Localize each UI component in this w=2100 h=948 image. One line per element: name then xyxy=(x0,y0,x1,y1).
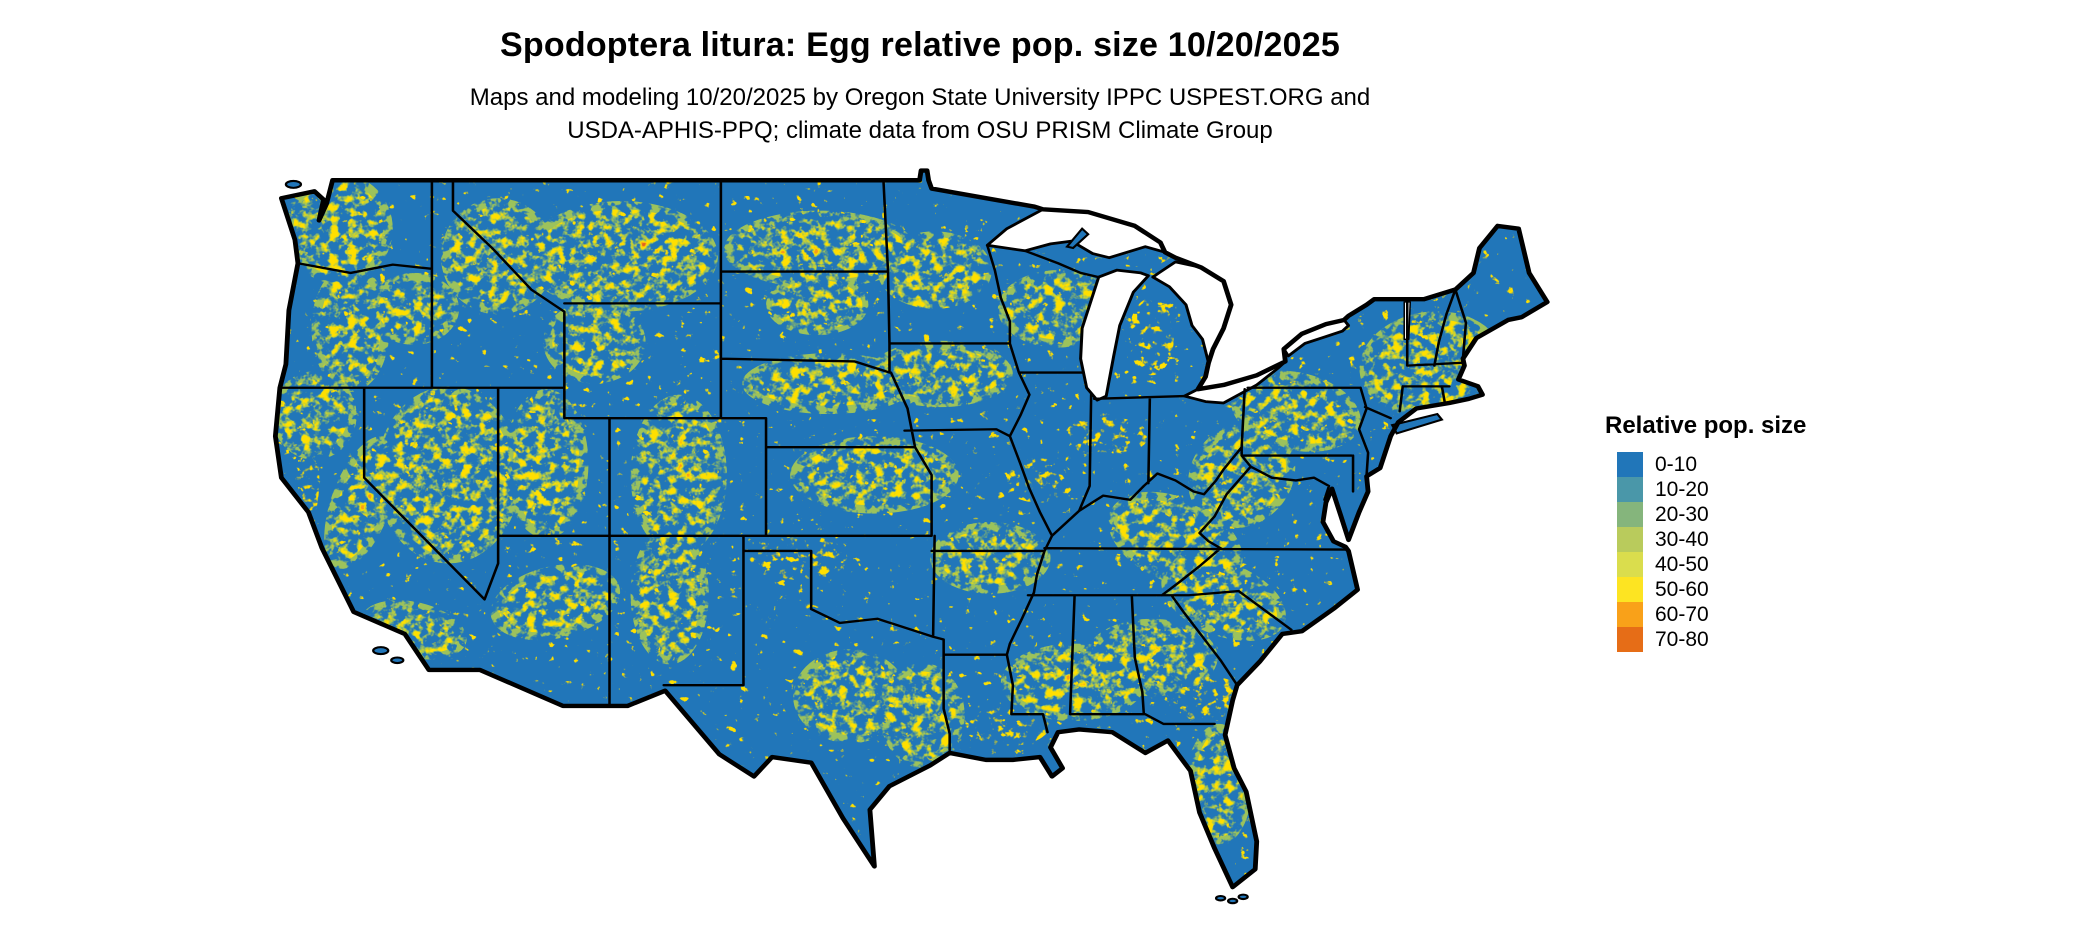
legend-item: 50-60 xyxy=(1605,577,1806,602)
legend-label: 10-20 xyxy=(1655,477,1709,501)
legend-swatch xyxy=(1617,527,1643,552)
legend-label: 70-80 xyxy=(1655,627,1709,651)
legend-swatch xyxy=(1617,552,1643,577)
legend-swatch xyxy=(1617,477,1643,502)
legend-label: 30-40 xyxy=(1655,527,1709,551)
legend-label: 20-30 xyxy=(1655,502,1709,526)
map-area xyxy=(170,118,1630,948)
legend-item: 20-30 xyxy=(1605,502,1806,527)
florida-key xyxy=(1237,893,1249,901)
legend-item: 10-20 xyxy=(1605,477,1806,502)
legend-swatch xyxy=(1617,602,1643,627)
legend-label: 0-10 xyxy=(1655,452,1698,476)
page-subtitle: Maps and modeling 10/20/2025 by Oregon S… xyxy=(0,81,1840,147)
channel-island xyxy=(390,656,405,665)
legend-label: 40-50 xyxy=(1655,552,1709,576)
overlay-orange-layer xyxy=(353,232,1260,688)
legend-swatch xyxy=(1617,627,1643,652)
legend: Relative pop. size 0-10 10-20 20-30 30-4… xyxy=(1605,412,1806,652)
legend-swatch xyxy=(1617,502,1643,527)
legend-swatch xyxy=(1617,577,1643,602)
legend-item: 40-50 xyxy=(1605,552,1806,577)
legend-swatch xyxy=(1617,452,1643,477)
florida-key xyxy=(1214,894,1227,902)
legend-item: 30-40 xyxy=(1605,527,1806,552)
page-title: Spodoptera litura: Egg relative pop. siz… xyxy=(500,26,1340,64)
overlay-darkorange-layer xyxy=(621,238,854,253)
legend-item: 70-80 xyxy=(1605,627,1806,652)
state-borders xyxy=(278,179,1468,752)
san-juan-island xyxy=(284,179,303,189)
legend-item: 0-10 xyxy=(1605,452,1806,477)
legend-items: 0-10 10-20 20-30 30-40 40-50 50-60 60-70 xyxy=(1605,452,1806,652)
legend-label: 50-60 xyxy=(1655,577,1709,601)
florida-key xyxy=(1226,897,1239,905)
keweenaw-peninsula xyxy=(1065,227,1090,250)
channel-island xyxy=(372,646,390,656)
us-map-svg xyxy=(170,118,1630,905)
title-block: Spodoptera litura: Egg relative pop. siz… xyxy=(0,0,1840,147)
legend-title: Relative pop. size xyxy=(1605,412,1807,439)
subtitle-line-2: USDA-APHIS-PPQ; climate data from OSU PR… xyxy=(567,117,1273,144)
legend-label: 60-70 xyxy=(1655,602,1709,626)
legend-item: 60-70 xyxy=(1605,602,1806,627)
subtitle-line-1: Maps and modeling 10/20/2025 by Oregon S… xyxy=(469,84,1371,111)
